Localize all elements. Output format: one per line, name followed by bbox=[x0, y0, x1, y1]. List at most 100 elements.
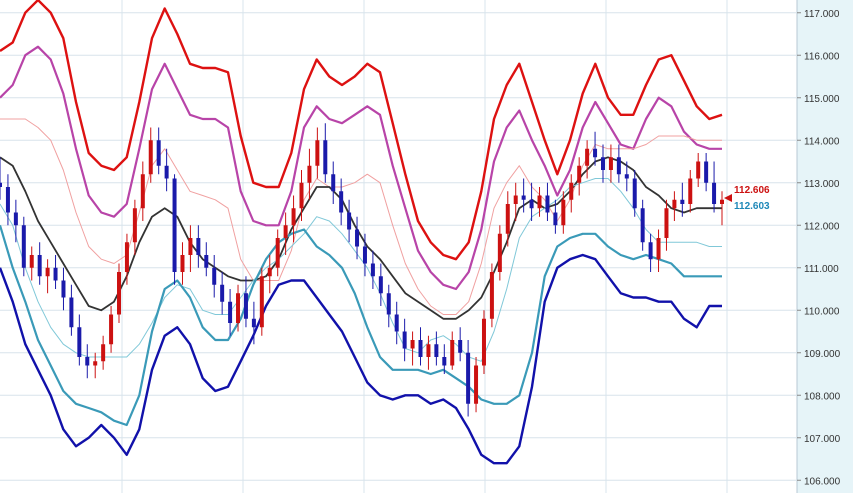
candle bbox=[442, 344, 447, 374]
candle bbox=[608, 144, 613, 183]
candle bbox=[648, 233, 653, 272]
candle bbox=[434, 331, 439, 366]
candle-body bbox=[410, 340, 415, 349]
candle bbox=[450, 331, 455, 370]
candle-body bbox=[664, 208, 669, 238]
candle bbox=[29, 246, 34, 281]
candle bbox=[323, 123, 328, 183]
band-outer_lower bbox=[0, 253, 722, 465]
price-marker-icon bbox=[724, 194, 732, 202]
price-tag: 112.603 bbox=[734, 201, 770, 212]
candle-body bbox=[688, 178, 693, 204]
candle-body bbox=[426, 344, 431, 357]
candle bbox=[600, 144, 605, 183]
candle bbox=[577, 157, 582, 196]
candle-body bbox=[481, 318, 486, 366]
candle bbox=[188, 225, 193, 272]
candle bbox=[228, 289, 233, 336]
candle-body bbox=[45, 267, 50, 277]
candle bbox=[720, 191, 724, 226]
candle-body bbox=[164, 165, 169, 179]
candle bbox=[370, 250, 375, 289]
candle-body bbox=[442, 357, 447, 366]
candle-body bbox=[267, 267, 272, 277]
price-tag: 112.606 bbox=[724, 185, 770, 202]
band-band1_upper bbox=[0, 118, 722, 315]
candle bbox=[13, 199, 18, 243]
candle bbox=[331, 161, 336, 204]
y-tick-label: 111.000 bbox=[804, 264, 839, 275]
candle-body bbox=[466, 352, 471, 404]
candle-body bbox=[0, 182, 2, 187]
y-tick-label: 110.000 bbox=[804, 306, 840, 317]
candle bbox=[85, 344, 90, 379]
candle-body bbox=[259, 276, 264, 328]
candle bbox=[212, 255, 217, 298]
candle bbox=[712, 161, 717, 213]
candle-body bbox=[672, 199, 677, 209]
candle-body bbox=[315, 140, 320, 166]
candle bbox=[704, 153, 709, 192]
candle bbox=[53, 255, 58, 289]
candle bbox=[275, 229, 280, 277]
candle bbox=[537, 187, 542, 217]
candle bbox=[394, 301, 399, 345]
candle-body bbox=[323, 140, 328, 175]
candle bbox=[291, 195, 296, 243]
candle-body bbox=[521, 195, 526, 200]
y-tick-label: 117.000 bbox=[804, 9, 840, 20]
candle bbox=[148, 127, 153, 183]
candle bbox=[109, 306, 114, 353]
candle-body bbox=[61, 280, 66, 298]
candle bbox=[696, 153, 701, 187]
candle-body bbox=[355, 229, 360, 247]
candle-body bbox=[474, 365, 479, 404]
candle bbox=[283, 212, 288, 255]
candle bbox=[529, 182, 534, 221]
candle bbox=[196, 225, 201, 268]
candle bbox=[585, 140, 590, 179]
candle-body bbox=[593, 148, 598, 158]
candle-body bbox=[624, 174, 629, 179]
candle bbox=[569, 174, 574, 213]
grid-lines bbox=[0, 0, 797, 493]
candle-body bbox=[378, 276, 383, 294]
candle-body bbox=[85, 357, 90, 366]
candle-body bbox=[69, 297, 74, 328]
y-axis-panel bbox=[797, 0, 853, 493]
band-band1_lower bbox=[0, 178, 722, 362]
candle-body bbox=[696, 161, 701, 179]
candle-body bbox=[220, 284, 225, 302]
candle bbox=[656, 229, 661, 272]
candle-body bbox=[196, 238, 201, 255]
candle-body bbox=[347, 212, 352, 230]
candle-body bbox=[275, 238, 280, 268]
candle-body bbox=[109, 314, 114, 345]
candle bbox=[37, 242, 42, 285]
candle-body bbox=[561, 199, 566, 226]
candle-body bbox=[656, 238, 661, 260]
candle bbox=[624, 161, 629, 192]
y-tick-label: 112.000 bbox=[804, 221, 840, 232]
candle-body bbox=[720, 199, 724, 204]
candle bbox=[640, 199, 645, 251]
candle-body bbox=[608, 157, 613, 170]
candle bbox=[236, 284, 241, 332]
candle bbox=[77, 314, 82, 366]
candle-body bbox=[362, 246, 367, 264]
candle bbox=[220, 272, 225, 315]
candle bbox=[593, 131, 598, 166]
candle bbox=[521, 178, 526, 213]
y-tick-label: 108.000 bbox=[804, 391, 841, 402]
candle-body bbox=[291, 208, 296, 226]
candle bbox=[362, 233, 367, 277]
candle bbox=[5, 174, 10, 226]
candle-body bbox=[537, 195, 542, 209]
candle-body bbox=[370, 263, 375, 277]
candle-body bbox=[513, 195, 518, 204]
candle bbox=[124, 233, 129, 285]
candle bbox=[180, 242, 185, 285]
y-tick-label: 107.000 bbox=[804, 434, 841, 445]
